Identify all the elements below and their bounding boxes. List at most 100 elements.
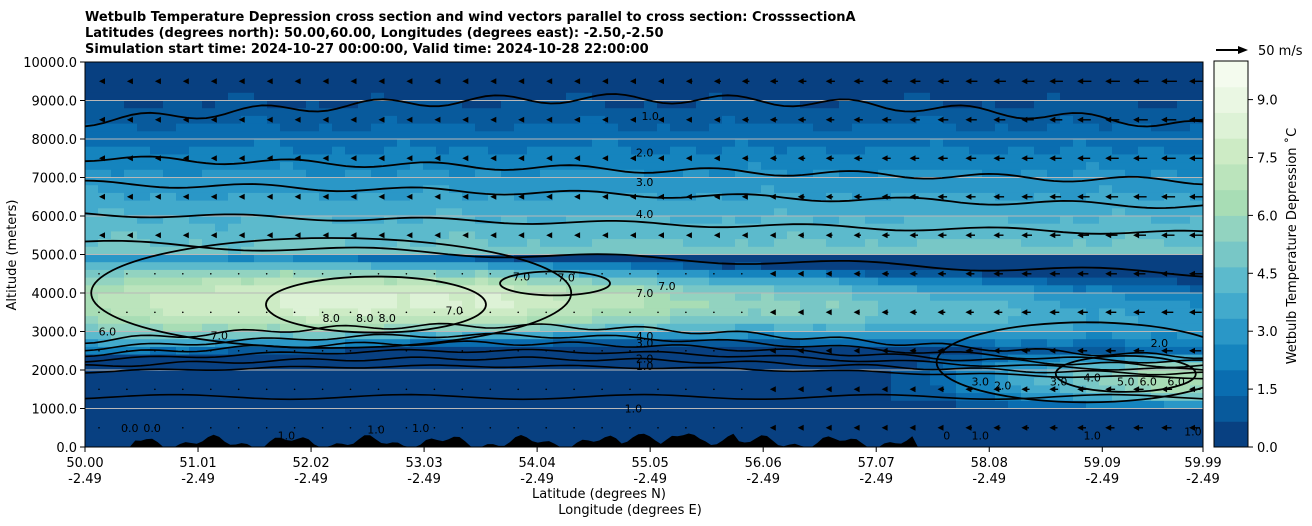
contour-fill-cell bbox=[579, 200, 593, 209]
contour-fill-cell bbox=[761, 92, 775, 102]
contour-fill-cell bbox=[1034, 239, 1048, 248]
contour-fill-cell bbox=[267, 216, 281, 225]
contour-fill-cell bbox=[85, 208, 99, 217]
contour-fill-cell bbox=[748, 316, 762, 325]
wind-vector-head bbox=[1077, 78, 1084, 85]
contour-fill-cell bbox=[1190, 439, 1203, 447]
contour-fill-cell bbox=[410, 108, 424, 117]
contour-fill-cell bbox=[371, 231, 385, 240]
contour-fill-cell bbox=[410, 154, 424, 163]
contour-fill-cell bbox=[1086, 77, 1100, 86]
wind-vector-head bbox=[378, 155, 385, 162]
contour-fill-cell bbox=[527, 169, 541, 179]
contour-fill-cell bbox=[982, 239, 996, 248]
contour-fill-cell bbox=[345, 92, 359, 102]
contour-fill-cell bbox=[371, 370, 385, 379]
contour-fill-cell bbox=[397, 92, 411, 102]
wind-vector-head bbox=[1021, 347, 1028, 354]
contour-fill-cell bbox=[917, 323, 931, 333]
contour-fill-cell bbox=[748, 269, 762, 279]
contour-fill-cell bbox=[956, 285, 970, 294]
contour-fill-cell bbox=[254, 393, 268, 402]
contour-fill-cell bbox=[969, 246, 983, 256]
contour-fill-cell bbox=[98, 200, 112, 209]
contour-fill-cell bbox=[839, 185, 853, 194]
contour-fill-cell bbox=[332, 100, 346, 109]
contour-fill-cell bbox=[1138, 300, 1152, 309]
contour-fill-cell bbox=[982, 154, 996, 163]
contour-fill-cell bbox=[358, 223, 372, 232]
contour-fill-cell bbox=[891, 385, 905, 394]
contour-fill-cell bbox=[969, 339, 983, 348]
contour-fill-cell bbox=[1073, 362, 1087, 371]
contour-fill-cell bbox=[137, 169, 151, 179]
contour-fill-cell bbox=[657, 246, 671, 256]
contour-fill-cell bbox=[748, 323, 762, 333]
contour-fill-cell bbox=[189, 246, 203, 256]
contour-fill-cell bbox=[501, 339, 515, 348]
contour-fill-cell bbox=[670, 92, 684, 102]
contour-fill-cell bbox=[475, 185, 489, 194]
contour-fill-cell bbox=[1008, 331, 1022, 340]
contour-fill-cell bbox=[397, 308, 411, 317]
contour-fill-cell bbox=[527, 69, 541, 78]
contour-fill-cell bbox=[787, 123, 801, 132]
wind-vector bbox=[713, 427, 715, 429]
contour-fill-cell bbox=[943, 123, 957, 132]
contour-fill-cell bbox=[631, 346, 645, 356]
contour-fill-cell bbox=[917, 431, 931, 440]
contour-fill-cell bbox=[1138, 169, 1152, 179]
contour-fill-cell bbox=[267, 154, 281, 163]
contour-fill-cell bbox=[1099, 100, 1113, 109]
contour-fill-cell bbox=[449, 269, 463, 279]
contour-fill-cell bbox=[371, 262, 385, 271]
contour-fill-cell bbox=[1021, 331, 1035, 340]
contour-fill-cell bbox=[657, 362, 671, 371]
contour-fill-cell bbox=[995, 92, 1009, 102]
contour-fill-cell bbox=[501, 370, 515, 379]
contour-fill-cell bbox=[1112, 423, 1126, 433]
contour-fill-cell bbox=[813, 192, 827, 202]
contour-fill-cell bbox=[995, 162, 1009, 171]
contour-fill-cell bbox=[436, 323, 450, 333]
contour-fill-cell bbox=[982, 177, 996, 186]
contour-fill-cell bbox=[85, 416, 99, 425]
contour-fill-cell bbox=[618, 385, 632, 394]
contour-fill-cell bbox=[579, 131, 593, 140]
contour-fill-cell bbox=[761, 362, 775, 371]
contour-fill-cell bbox=[657, 185, 671, 194]
contour-fill-cell bbox=[384, 316, 398, 325]
contour-fill-cell bbox=[241, 208, 255, 217]
contour-fill-cell bbox=[462, 192, 476, 202]
contour-fill-cell bbox=[670, 308, 684, 317]
contour-fill-cell bbox=[774, 331, 788, 340]
contour-fill-cell bbox=[527, 200, 541, 209]
contour-fill-cell bbox=[748, 208, 762, 217]
contour-fill-cell bbox=[1086, 200, 1100, 209]
contour-fill-cell bbox=[1047, 285, 1061, 294]
contour-fill-cell bbox=[150, 323, 164, 333]
contour-fill-cell bbox=[865, 123, 879, 132]
contour-fill-cell bbox=[1034, 139, 1048, 148]
contour-fill-cell bbox=[254, 254, 268, 263]
contour-fill-cell bbox=[1099, 216, 1113, 225]
contour-fill-cell bbox=[319, 162, 333, 171]
contour-fill-cell bbox=[722, 262, 736, 271]
contour-fill-cell bbox=[1047, 146, 1061, 155]
contour-fill-cell bbox=[1034, 162, 1048, 171]
contour-fill-cell bbox=[462, 92, 476, 102]
contour-fill-cell bbox=[956, 331, 970, 340]
contour-fill-cell bbox=[462, 100, 476, 109]
contour-fill-cell bbox=[436, 162, 450, 171]
wind-vector-head bbox=[294, 193, 301, 200]
contour-fill-cell bbox=[670, 162, 684, 171]
contour-fill-cell bbox=[696, 169, 710, 179]
contour-fill-cell bbox=[436, 100, 450, 109]
contour-fill-cell bbox=[202, 131, 216, 140]
wind-vector bbox=[461, 311, 464, 314]
contour-fill-cell bbox=[1034, 285, 1048, 294]
contour-fill-cell bbox=[865, 293, 879, 302]
contour-fill-cell bbox=[852, 285, 866, 294]
contour-fill-cell bbox=[280, 416, 294, 425]
contour-fill-cell bbox=[1008, 293, 1022, 302]
